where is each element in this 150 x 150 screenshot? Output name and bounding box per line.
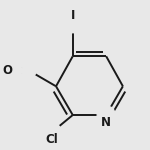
Text: O: O (2, 64, 12, 77)
Text: I: I (70, 9, 75, 22)
Circle shape (97, 106, 115, 124)
Circle shape (43, 123, 61, 141)
Circle shape (5, 61, 23, 80)
Text: N: N (101, 116, 111, 129)
Text: Cl: Cl (46, 133, 58, 146)
Circle shape (22, 63, 36, 78)
Circle shape (64, 14, 82, 33)
